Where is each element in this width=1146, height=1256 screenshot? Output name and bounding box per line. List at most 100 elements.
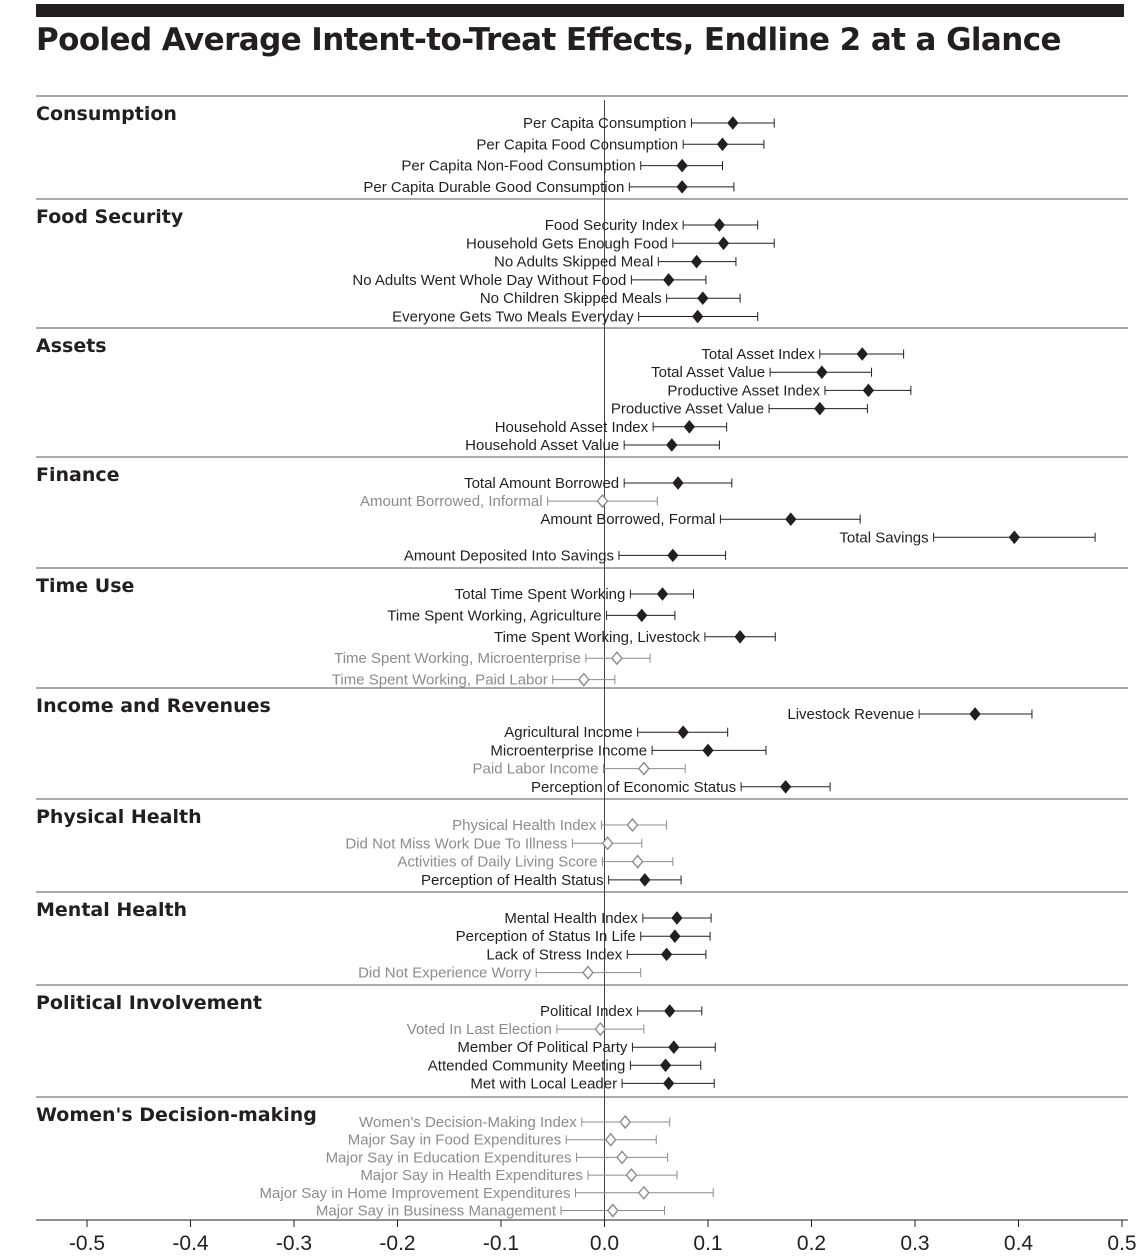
point-estimate-marker: [713, 218, 726, 232]
point-estimate-marker: [663, 273, 675, 287]
estimate-row: Mental Health Index: [504, 910, 712, 927]
outcome-label: Household Asset Index: [495, 419, 649, 436]
outcome-label: Time Spent Working, Microenterprise: [334, 650, 581, 667]
estimate-row: Did Not Experience Worry: [358, 965, 642, 982]
outcome-label: Time Spent Working, Paid Labor: [332, 672, 548, 689]
estimate-row: Major Say in Home Improvement Expenditur…: [260, 1185, 714, 1202]
section-title: Mental Health: [36, 899, 187, 921]
estimate-row: Productive Asset Index: [667, 382, 912, 399]
outcome-label: Food Security Index: [545, 217, 679, 234]
outcome-label: Women's Decision-Making Index: [359, 1114, 577, 1131]
estimate-row: Per Capita Consumption: [523, 115, 775, 132]
estimate-row: Household Asset Index: [495, 419, 728, 436]
x-tick-label: -0.1: [483, 1232, 519, 1255]
outcome-label: Total Savings: [839, 529, 928, 546]
x-tick-label: -0.3: [276, 1232, 312, 1255]
outcome-label: Total Asset Value: [651, 364, 765, 381]
estimate-row: Total Amount Borrowed: [464, 475, 733, 492]
estimate-row: Amount Borrowed, Informal: [360, 493, 658, 510]
section-title: Assets: [36, 335, 107, 357]
point-estimate-marker: [862, 383, 875, 398]
estimate-row: No Adults Went Whole Day Without Food: [352, 272, 707, 289]
estimate-row: Paid Labor Income: [473, 761, 686, 778]
estimate-rows: Per Capita Consumption Per Capita Food Co…: [260, 115, 1096, 1220]
estimate-row: Per Capita Non-Food Consumption: [401, 158, 723, 175]
point-estimate-marker: [660, 947, 673, 962]
outcome-label: Voted In Last Election: [407, 1021, 552, 1038]
outcome-label: Per Capita Durable Good Consumption: [363, 179, 624, 196]
outcome-label: Everyone Gets Two Meals Everyday: [392, 309, 634, 326]
estimate-row: Major Say in Business Management: [316, 1203, 666, 1220]
outcome-label: Did Not Miss Work Due To Illness: [345, 835, 567, 852]
x-tick-label: 0.4: [1004, 1232, 1034, 1255]
outcome-label: Activities of Daily Living Score: [397, 854, 597, 871]
estimate-row: Lack of Stress Index: [486, 946, 707, 963]
section-title: Physical Health: [36, 806, 202, 828]
point-estimate-marker: [604, 1132, 617, 1147]
outcome-label: Agricultural Income: [504, 724, 632, 741]
x-tick-label: -0.4: [172, 1232, 209, 1255]
estimate-row: Household Asset Value: [465, 437, 720, 454]
point-estimate-marker: [639, 873, 651, 887]
section-title: Finance: [36, 464, 120, 486]
point-estimate-marker: [677, 725, 689, 739]
point-estimate-marker: [606, 1203, 619, 1218]
outcome-label: Time Spent Working, Livestock: [494, 629, 700, 646]
outcome-label: Household Gets Enough Food: [466, 235, 668, 252]
outcome-label: Per Capita Consumption: [523, 115, 686, 132]
section-title: Consumption: [36, 103, 177, 125]
estimate-row: Total Time Spent Working: [455, 586, 695, 603]
point-estimate-marker: [659, 1058, 672, 1073]
point-estimate-marker: [717, 236, 730, 251]
outcome-label: Amount Deposited Into Savings: [404, 547, 614, 564]
outcome-label: Major Say in Food Expenditures: [348, 1132, 561, 1149]
outcome-label: Amount Borrowed, Formal: [540, 511, 715, 528]
point-estimate-marker: [734, 630, 746, 644]
estimate-row: Per Capita Food Consumption: [476, 136, 765, 153]
estimate-row: Physical Health Index: [452, 817, 668, 834]
section-title: Income and Revenues: [36, 695, 271, 717]
point-estimate-marker: [814, 401, 826, 416]
outcome-label: Time Spent Working, Agriculture: [387, 607, 601, 624]
outcome-label: Total Asset Index: [701, 346, 815, 363]
point-estimate-marker: [601, 836, 614, 851]
point-estimate-marker: [616, 1150, 629, 1165]
outcome-label: Major Say in Education Expenditures: [326, 1149, 572, 1166]
estimate-row: Major Say in Education Expenditures: [326, 1149, 669, 1166]
outcome-label: Did Not Experience Worry: [358, 965, 532, 982]
point-estimate-marker: [1008, 530, 1021, 545]
point-estimate-marker: [671, 911, 683, 925]
estimate-row: Total Asset Index: [701, 346, 905, 363]
point-estimate-marker: [690, 254, 703, 269]
section-titles: Consumption Food Security Assets Finance Tim…: [36, 103, 317, 1126]
x-tick-label: 0.3: [900, 1232, 929, 1255]
estimate-row: Amount Borrowed, Formal: [540, 511, 861, 528]
x-tick-label: 0.0: [590, 1232, 619, 1255]
chart-title: Pooled Average Intent-to-Treat Effects, …: [36, 22, 1062, 58]
point-estimate-marker: [611, 651, 623, 666]
point-estimate-marker: [697, 291, 709, 305]
estimate-row: Perception of Health Status: [421, 872, 682, 889]
estimate-row: Total Savings: [839, 529, 1096, 546]
estimate-row: Microenterprise Income: [490, 742, 767, 759]
point-estimate-marker: [856, 347, 868, 361]
estimate-row: Activities of Daily Living Score: [397, 854, 674, 871]
point-estimate-marker: [663, 1076, 675, 1091]
outcome-label: No Adults Skipped Meal: [494, 254, 653, 271]
point-estimate-marker: [716, 137, 729, 152]
point-estimate-marker: [676, 180, 688, 194]
x-tick-label: 0.5: [1107, 1232, 1136, 1255]
point-estimate-marker: [664, 1004, 676, 1018]
point-estimate-marker: [969, 707, 981, 721]
outcome-label: Per Capita Food Consumption: [476, 136, 678, 153]
outcome-label: Total Time Spent Working: [455, 586, 626, 603]
point-estimate-marker: [619, 1114, 632, 1130]
top-rule-bar: [36, 4, 1124, 17]
point-estimate-marker: [577, 672, 590, 687]
outcome-label: Met with Local Leader: [470, 1075, 617, 1092]
outcome-label: Physical Health Index: [452, 817, 597, 834]
estimate-row: Time Spent Working, Paid Labor: [332, 672, 616, 689]
estimate-row: Time Spent Working, Agriculture: [387, 607, 676, 624]
estimate-row: Total Asset Value: [651, 364, 873, 381]
